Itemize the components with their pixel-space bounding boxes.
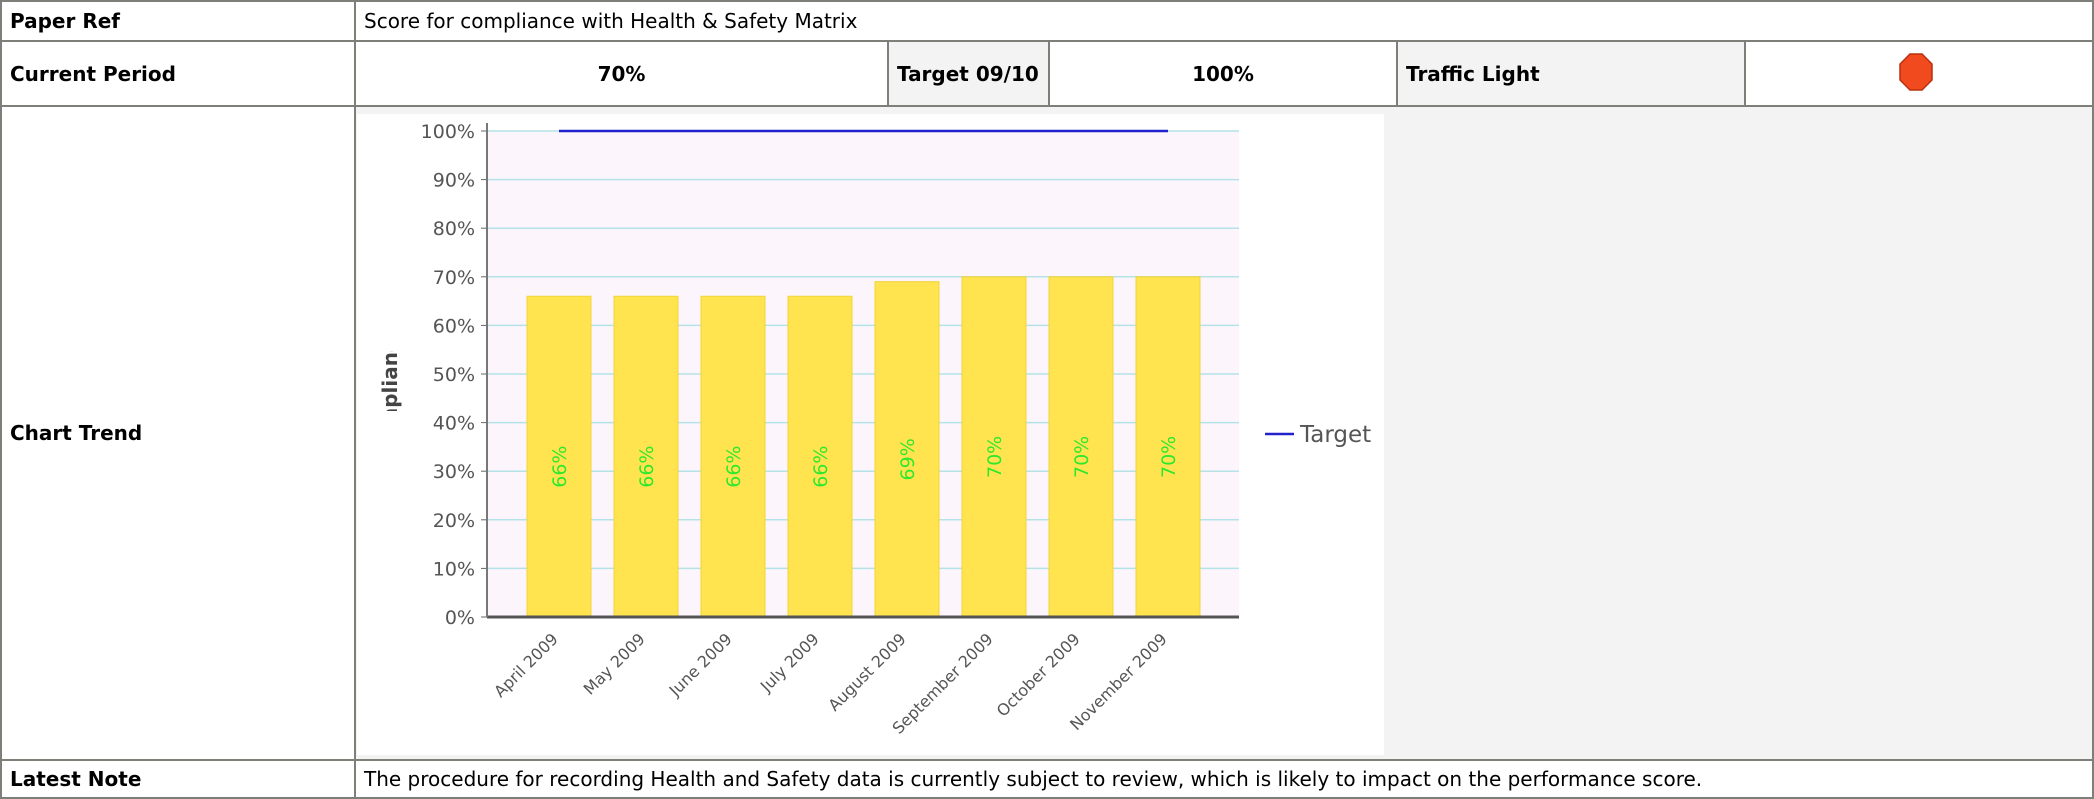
y-tick-label: 40%: [433, 413, 475, 435]
y-tick-label: 50%: [433, 364, 475, 386]
y-axis-title: EPI105P Score for compliance with Health…: [378, 85, 402, 663]
data-label: 66%: [636, 446, 658, 488]
bar: [613, 295, 679, 618]
y-tick-label: 90%: [433, 170, 475, 192]
cell: Chart Trend: [0, 105, 356, 761]
data-label: 66%: [549, 446, 571, 488]
bar: [961, 276, 1027, 618]
traffic-light: [1899, 53, 1933, 91]
data-label: 70%: [984, 436, 1006, 478]
cell: Paper Ref: [0, 0, 356, 42]
data-label: 66%: [723, 446, 745, 488]
y-tick-label: 0%: [445, 607, 475, 629]
cell: Traffic Light: [1396, 40, 1746, 107]
legend-label: Target: [1299, 422, 1371, 448]
bar: [1135, 276, 1201, 618]
cell: 70%: [354, 40, 889, 107]
bar: [700, 295, 766, 618]
y-tick-label: 70%: [433, 267, 475, 289]
data-label: 69%: [897, 438, 919, 480]
cell: Latest Note: [0, 759, 356, 799]
y-tick-label: 60%: [433, 315, 475, 337]
y-tick-label: 10%: [433, 558, 475, 580]
cell: Current Period: [0, 40, 356, 107]
cell: Target 09/10: [887, 40, 1050, 107]
y-tick-label: 100%: [421, 121, 475, 143]
data-label: 66%: [810, 446, 832, 488]
data-label: 70%: [1071, 436, 1093, 478]
bar: [874, 281, 940, 618]
y-tick-label: 20%: [433, 510, 475, 532]
bar: [1048, 276, 1114, 618]
y-tick-label: 30%: [433, 461, 475, 483]
y-tick-label: 80%: [433, 218, 475, 240]
bar: [526, 295, 592, 618]
data-label: 70%: [1158, 436, 1180, 478]
